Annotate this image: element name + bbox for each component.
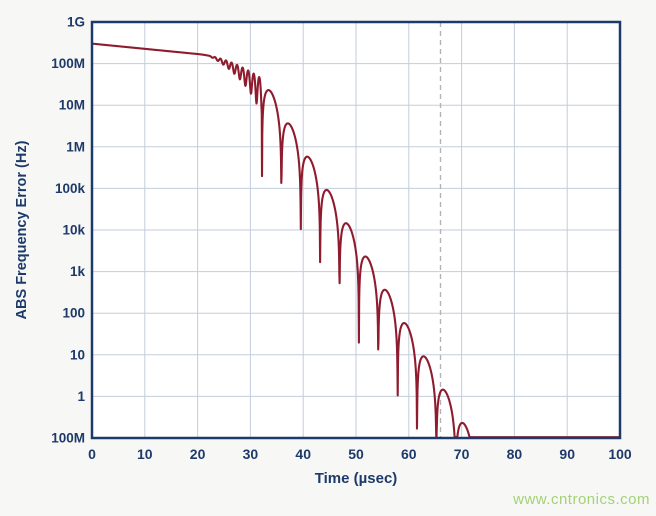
y-tick-label: 100M (51, 431, 85, 446)
x-axis-title: Time (µsec) (314, 470, 398, 487)
y-tick-label: 100k (55, 181, 86, 196)
x-tick-label: 100 (608, 446, 632, 462)
x-tick-label: 50 (348, 446, 364, 462)
y-tick-label: 1M (66, 139, 85, 154)
y-tick-label: 1G (67, 15, 85, 30)
y-tick-label: 1k (70, 264, 86, 279)
x-tick-label: 30 (243, 446, 259, 462)
y-tick-label: 10M (59, 98, 85, 113)
x-tick-label: 20 (190, 446, 206, 462)
y-tick-label: 10k (62, 223, 85, 238)
y-axis-title: ABS Frequency Error (Hz) (14, 140, 30, 320)
x-tick-label: 0 (88, 446, 96, 462)
plot-frame (90, 20, 622, 440)
y-tick-label: 100 (62, 306, 85, 321)
x-tick-label: 60 (401, 446, 417, 462)
y-tick-label: 100M (51, 56, 85, 71)
watermark: www.cntronics.com (513, 491, 650, 508)
x-tick-label: 10 (137, 446, 153, 462)
x-tick-label: 40 (295, 446, 311, 462)
y-tick-label: 10 (70, 347, 85, 362)
y-tick-label: 1 (77, 389, 85, 404)
x-tick-label: 80 (507, 446, 523, 462)
x-tick-label: 70 (454, 446, 470, 462)
x-tick-label: 90 (559, 446, 575, 462)
